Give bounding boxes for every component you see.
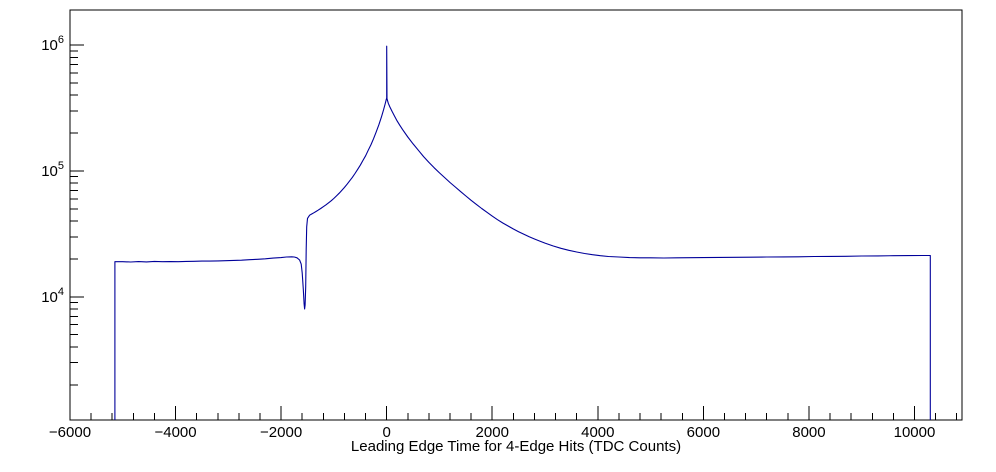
x-tick-label: 2000 — [476, 424, 509, 441]
x-tick-label: −6000 — [49, 424, 91, 441]
y-tick-label: 106 — [41, 34, 64, 54]
x-tick-label: −2000 — [260, 424, 302, 441]
x-tick-label: −4000 — [154, 424, 196, 441]
y-tick-label: 105 — [41, 160, 64, 180]
y-tick-label: 104 — [41, 286, 64, 306]
x-tick-label: 4000 — [581, 424, 614, 441]
histogram-curve — [114, 45, 931, 420]
x-axis-title: Leading Edge Time for 4-Edge Hits (TDC C… — [350, 438, 682, 455]
x-tick-label: 0 — [383, 424, 391, 441]
x-tick-label: 6000 — [687, 424, 720, 441]
x-tick-label: 8000 — [792, 424, 825, 441]
x-tick-label: 10000 — [894, 424, 936, 441]
